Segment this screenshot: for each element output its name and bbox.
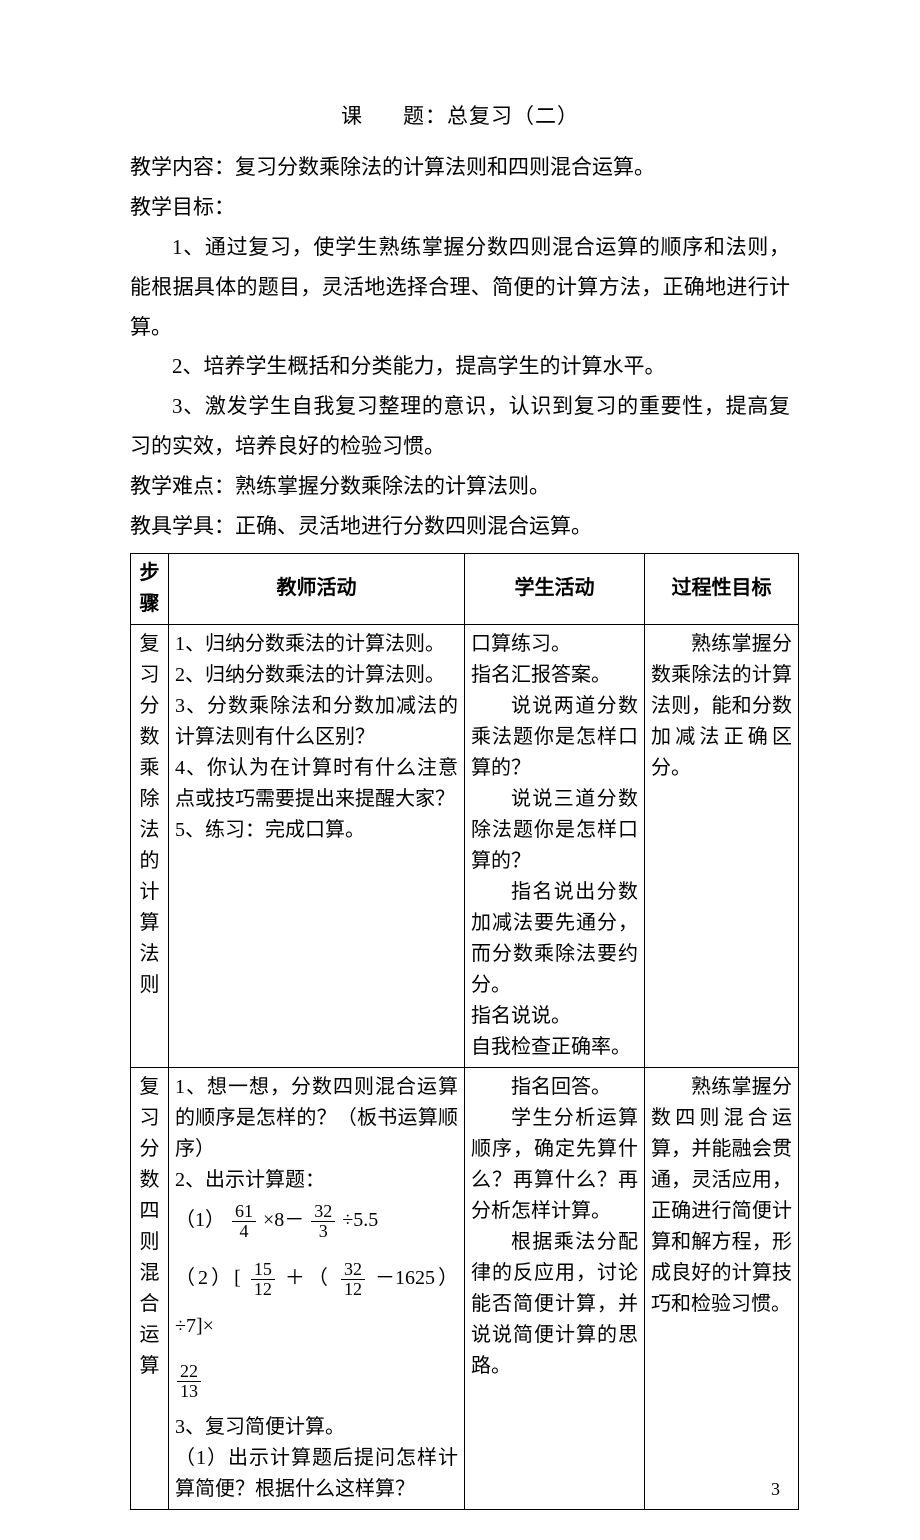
t2-p1: 1、想一想，分数四则混合运算的顺序是怎样的？（板书运算顺序）: [175, 1072, 458, 1165]
student-line: 指名说出分数加减法要先通分，而分数乘除法要约分。: [471, 877, 638, 1001]
tools-label: 教具学具：: [130, 514, 235, 538]
content-text: 复习分数乘除法的计算法则和四则混合运算。: [235, 155, 655, 179]
expr-1: （1） 614 ×8－ 323 ÷5.5: [175, 1196, 458, 1244]
step-char: 除: [137, 784, 162, 815]
teaching-tools: 教具学具：正确、灵活地进行分数四则混合运算。: [130, 507, 790, 547]
t2-p4: （1）出示计算题后提问怎样计算简便？根据什么这样算？: [175, 1443, 458, 1505]
step-char: 分: [137, 691, 162, 722]
expr1-frac1: 614: [232, 1202, 256, 1241]
page-number: 3: [771, 1479, 780, 1500]
goal-text-1: 熟练掌握分数乘除法的计算法则，能和分数加减法正确区分。: [651, 629, 792, 784]
expr2b-frac: 2213: [177, 1362, 201, 1401]
step-char: 分: [137, 1134, 162, 1165]
title-prefix: 课: [341, 104, 363, 128]
step-char: 复: [137, 629, 162, 660]
step-char: 算: [137, 908, 162, 939]
tools-text: 正确、灵活地进行分数四则混合运算。: [235, 514, 592, 538]
student-line: 学生分析运算顺序，确定先算什么？再算什么？再分析怎样计算。: [471, 1103, 638, 1227]
goal-2: 2、培养学生概括和分类能力，提高学生的计算水平。: [130, 347, 790, 387]
lesson-title: 课 题：总复习（二）: [130, 100, 790, 130]
student-line: 说说两道分数乘法题你是怎样口算的？: [471, 691, 638, 784]
goal-cell-1: 熟练掌握分数乘除法的计算法则，能和分数加减法正确区分。: [645, 624, 799, 1067]
expr1-frac2: 323: [311, 1202, 335, 1241]
goal-text-2: 熟练掌握分数四则混合运算，并能融会贯通，灵活应用，正确进行简便计算和解方程，形成…: [651, 1072, 792, 1320]
student-line: 指名说说。: [471, 1001, 638, 1032]
expr2-label: （2）[: [175, 1267, 241, 1289]
difficulty-text: 熟练掌握分数乘除法的计算法则。: [235, 474, 550, 498]
step-char: 法: [137, 939, 162, 970]
table-header-row: 步骤 教师活动 学生活动 过程性目标: [131, 553, 799, 624]
step-char: 复: [137, 1072, 162, 1103]
step-char: 数: [137, 1165, 162, 1196]
teaching-difficulty: 教学难点：熟练掌握分数乘除法的计算法则。: [130, 467, 790, 507]
title-suffix: 题：总复习（二）: [403, 104, 579, 128]
goal-3: 3、激发学生自我复习整理的意识，认识到复习的重要性，提高复习的实效，培养良好的检…: [130, 387, 790, 467]
teacher-line: 2、归纳分数乘法的计算法则。: [175, 660, 458, 691]
teacher-line: 5、练习：完成口算。: [175, 815, 458, 846]
teacher-line: 1、归纳分数乘法的计算法则。: [175, 629, 458, 660]
student-line: 指名汇报答案。: [471, 660, 638, 691]
step-cell-1: 复习分数乘除法的计算法则: [131, 624, 169, 1067]
expr1-mid: ×8－: [263, 1209, 304, 1231]
step-char: 数: [137, 722, 162, 753]
teaching-goal-label: 教学目标：: [130, 188, 790, 228]
expr1-label: （1）: [175, 1209, 225, 1231]
student-line: 自我检查正确率。: [471, 1032, 638, 1063]
student-line: 说说三道分数除法题你是怎样口算的？: [471, 784, 638, 877]
expr2-mid: ＋（: [285, 1267, 331, 1289]
step-char: 习: [137, 1103, 162, 1134]
t2-p2: 2、出示计算题：: [175, 1165, 458, 1196]
step-cell-2: 复习分数四则混合运算: [131, 1067, 169, 1509]
difficulty-label: 教学难点：: [130, 474, 235, 498]
step-char: 习: [137, 660, 162, 691]
step-char: 乘: [137, 753, 162, 784]
step-char: 算: [137, 1351, 162, 1382]
content-label: 教学内容：: [130, 155, 235, 179]
step-char: 的: [137, 846, 162, 877]
table-row: 复习分数四则混合运算 1、想一想，分数四则混合运算的顺序是怎样的？（板书运算顺序…: [131, 1067, 799, 1509]
step-char: 四: [137, 1196, 162, 1227]
student-cell-2: 指名回答。学生分析运算顺序，确定先算什么？再算什么？再分析怎样计算。根据乘法分配…: [465, 1067, 645, 1509]
teacher-line: 3、分数乘除法和分数加减法的计算法则有什么区别？: [175, 691, 458, 753]
lesson-table: 步骤 教师活动 学生活动 过程性目标 复习分数乘除法的计算法则 1、归纳分数乘法…: [130, 553, 799, 1510]
page: 课 题：总复习（二） 教学内容：复习分数乘除法的计算法则和四则混合运算。 教学目标…: [0, 0, 920, 1540]
step-char: 混: [137, 1258, 162, 1289]
step-char: 运: [137, 1320, 162, 1351]
teacher-cell-1: 1、归纳分数乘法的计算法则。2、归纳分数乘法的计算法则。3、分数乘除法和分数加减…: [169, 624, 465, 1067]
expr2-frac2: 3212: [341, 1260, 365, 1299]
step-char: 法: [137, 815, 162, 846]
th-student: 学生活动: [465, 553, 645, 624]
goal-1: 1、通过复习，使学生熟练掌握分数四则混合运算的顺序和法则，能根据具体的题目，灵活…: [130, 228, 790, 348]
step-char: 合: [137, 1289, 162, 1320]
student-line: 根据乘法分配律的反应用，讨论能否简便计算，并说说简便计算的思路。: [471, 1227, 638, 1382]
expr1-tail: ÷5.5: [342, 1209, 378, 1231]
step-char: 则: [137, 1227, 162, 1258]
expr2-frac1: 1512: [251, 1260, 275, 1299]
teacher-cell-2: 1、想一想，分数四则混合运算的顺序是怎样的？（板书运算顺序） 2、出示计算题： …: [169, 1067, 465, 1509]
teacher-line: 4、你认为在计算时有什么注意点或技巧需要提出来提醒大家？: [175, 753, 458, 815]
th-teacher: 教师活动: [169, 553, 465, 624]
th-step: 步骤: [131, 553, 169, 624]
expr-2b: 2213: [175, 1356, 458, 1404]
student-line: 口算练习。: [471, 629, 638, 660]
student-line: 指名回答。: [471, 1072, 638, 1103]
th-goal: 过程性目标: [645, 553, 799, 624]
student-cell-1: 口算练习。指名汇报答案。说说两道分数乘法题你是怎样口算的？说说三道分数除法题你是…: [465, 624, 645, 1067]
step-char: 计: [137, 877, 162, 908]
step-char: 则: [137, 970, 162, 1001]
t2-p3: 3、复习简便计算。: [175, 1412, 458, 1443]
teaching-content: 教学内容：复习分数乘除法的计算法则和四则混合运算。: [130, 148, 790, 188]
table-row: 复习分数乘除法的计算法则 1、归纳分数乘法的计算法则。2、归纳分数乘法的计算法则…: [131, 624, 799, 1067]
goal-cell-2: 熟练掌握分数四则混合运算，并能融会贯通，灵活应用，正确进行简便计算和解方程，形成…: [645, 1067, 799, 1509]
